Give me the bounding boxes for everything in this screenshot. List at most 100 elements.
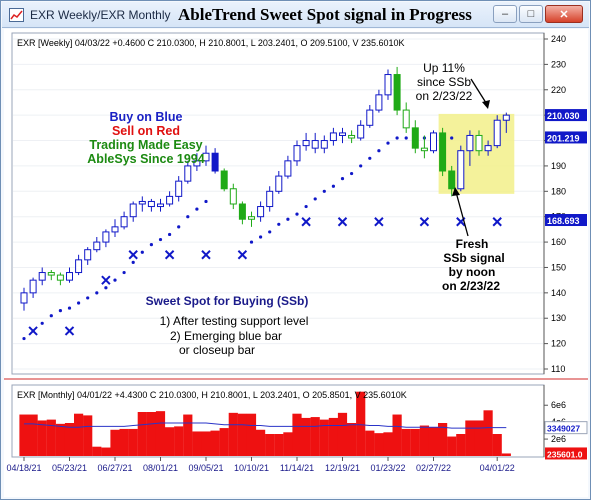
price-bar xyxy=(393,74,401,111)
stop-dot xyxy=(58,309,63,313)
callout-fresh-arrow xyxy=(455,191,469,237)
ssb-title: Sweet Spot for Buying (SSb) xyxy=(146,294,309,308)
support-cross xyxy=(28,326,38,336)
stop-dot xyxy=(95,291,99,295)
close-button[interactable]: ✕ xyxy=(545,5,583,23)
price-tag-label: 210.030 xyxy=(547,111,580,121)
price-bar xyxy=(129,203,137,218)
price-bar xyxy=(75,259,83,274)
stop-dot xyxy=(149,243,153,247)
stop-dot xyxy=(450,136,454,140)
y-tick-label: 240 xyxy=(551,34,566,44)
price-bar xyxy=(339,132,346,136)
callout-since: AbleSys Since 1994 xyxy=(87,152,204,166)
stop-dot xyxy=(113,278,117,282)
price-bar xyxy=(284,160,292,177)
stop-dot xyxy=(368,156,372,160)
price-bar-layer xyxy=(20,66,510,311)
support-cross xyxy=(492,217,502,227)
x-tick-label: 12/19/21 xyxy=(325,463,360,473)
chart-svg[interactable]: 6e64e62e63349027235601.0 110120130140150… xyxy=(4,29,588,497)
support-cross xyxy=(237,250,248,260)
volume-bar xyxy=(356,391,366,456)
minimize-button[interactable]: – xyxy=(493,5,517,23)
volume-bar xyxy=(210,430,220,456)
y-tick-label: 110 xyxy=(551,364,565,374)
volume-bar xyxy=(374,433,384,456)
price-bar xyxy=(375,94,383,111)
x-tick-label: 01/23/22 xyxy=(370,463,405,473)
volume-bar xyxy=(410,428,420,456)
cross-stroke xyxy=(337,217,348,227)
volume-bar xyxy=(256,429,266,456)
price-bar xyxy=(357,124,365,139)
stop-dot xyxy=(131,260,135,264)
maximize-button[interactable]: □ xyxy=(519,5,543,23)
volume-bar xyxy=(365,430,375,456)
price-bar xyxy=(84,249,92,261)
volume-bar xyxy=(201,431,211,456)
price-bar xyxy=(102,231,110,243)
stop-dot xyxy=(140,250,144,254)
cross-stroke xyxy=(301,217,311,227)
callout-fresh-4: on 2/23/22 xyxy=(442,279,500,293)
price-bar xyxy=(384,74,392,96)
x-tick-label: 04/18/21 xyxy=(6,463,41,473)
volume-bar xyxy=(228,412,238,456)
stop-dot xyxy=(286,217,290,221)
support-cross xyxy=(337,217,348,227)
stop-dot xyxy=(322,189,326,193)
cross-stroke xyxy=(492,217,502,227)
price-tag: 201.219 xyxy=(545,131,587,144)
chart-headline: AbleTrend Sweet Spot signal in Progress xyxy=(178,5,472,24)
title-bar[interactable]: EXR Weekly/EXR Monthly AbleTrend Sweet S… xyxy=(2,2,589,28)
price-tag: 168.693 xyxy=(545,214,587,227)
price-bar xyxy=(411,127,419,149)
app-icon xyxy=(9,8,24,22)
x-tick-label: 04/01/22 xyxy=(480,463,515,473)
price-bar xyxy=(220,170,228,190)
ssb-rule-3: or closeup bar xyxy=(179,343,255,357)
volume-bar xyxy=(101,447,111,456)
ssb-rule-1: 1) After testing support level xyxy=(160,314,309,328)
volume-bar xyxy=(419,425,429,456)
y-tick-label: 150 xyxy=(551,262,566,272)
callout-up-3: on 2/23/22 xyxy=(416,89,473,103)
callout-fresh-arrowhead xyxy=(452,187,460,196)
stop-dot xyxy=(277,222,281,226)
price-bar xyxy=(484,145,492,152)
price-bar xyxy=(66,272,73,281)
chart-area[interactable]: 6e64e62e63349027235601.0 110120130140150… xyxy=(4,29,588,497)
stop-dot xyxy=(49,314,53,318)
y-tick-label: 130 xyxy=(551,313,566,323)
price-bar xyxy=(502,114,510,121)
price-bar xyxy=(493,119,501,147)
price-bar xyxy=(266,190,274,208)
stop-dot-layer xyxy=(22,136,454,341)
volume-bar xyxy=(183,414,193,456)
stop-dot xyxy=(359,164,363,168)
stop-dot xyxy=(40,321,44,325)
stop-dot xyxy=(177,225,181,229)
volume-tick-label: 6e6 xyxy=(551,400,566,410)
volume-tag-label: 235601.0 xyxy=(547,449,583,459)
stop-dot xyxy=(67,306,72,310)
price-bar xyxy=(348,134,356,139)
cross-stroke xyxy=(28,326,38,336)
callout-up-1: Up 11% xyxy=(423,61,465,75)
volume-bar xyxy=(265,434,275,456)
volume-bar xyxy=(456,434,466,456)
volume-bar xyxy=(55,423,65,456)
price-bar xyxy=(320,140,328,149)
price-bar xyxy=(147,200,155,208)
price-bar xyxy=(439,132,447,172)
volume-bar xyxy=(401,428,411,456)
stop-dot xyxy=(104,286,108,290)
callout-fresh-3: by noon xyxy=(449,265,496,279)
price-bar xyxy=(448,170,456,190)
price-bar xyxy=(20,292,28,304)
volume-bar xyxy=(64,423,75,456)
volume-bar xyxy=(465,420,475,456)
volume-bar xyxy=(146,412,156,456)
price-bar xyxy=(366,109,374,126)
